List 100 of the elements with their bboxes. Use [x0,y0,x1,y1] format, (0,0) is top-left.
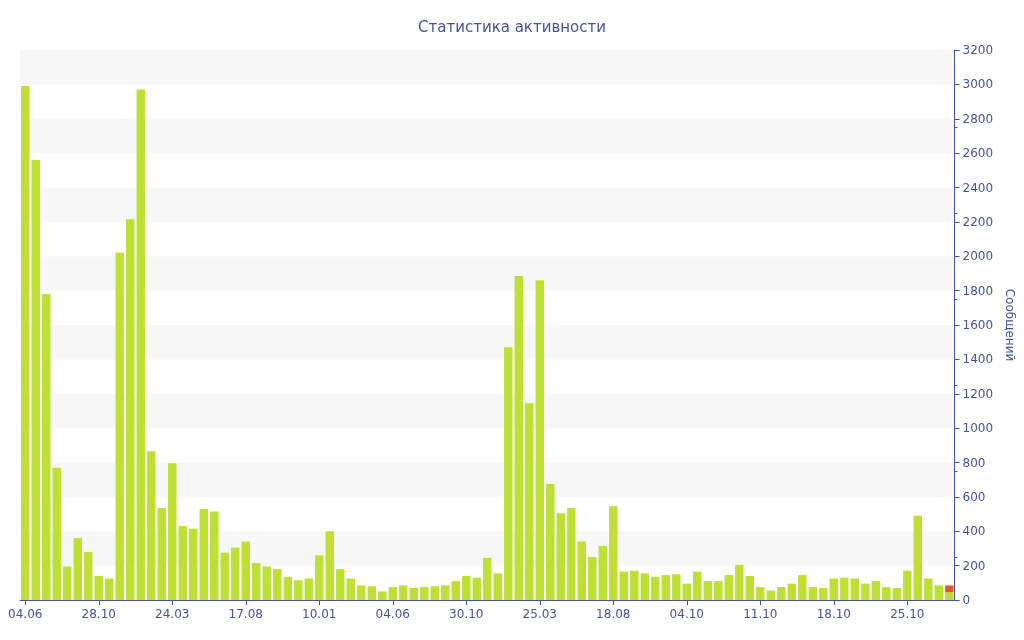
bar [577,541,586,600]
y-tick-label: 1000 [962,421,994,436]
y-tick-label: 2400 [962,180,994,195]
bar [787,583,796,600]
bar [157,508,166,600]
bar [514,276,523,600]
x-tick-label: 25.03 [522,607,557,621]
bar [231,547,240,600]
x-tick-label: 24.03 [155,607,190,621]
bar [819,587,828,600]
bar [546,483,555,600]
bar [283,576,292,600]
bar [556,513,565,600]
y-tick-label: 1400 [962,352,994,367]
bar [609,506,618,600]
bar [430,586,439,600]
bar [567,508,576,600]
bar [682,583,691,600]
bar [294,580,303,600]
bar [147,451,156,600]
bar [94,575,103,600]
bar [115,252,124,600]
x-tick-label: 10.01 [302,607,337,621]
bar [945,592,954,600]
bar [798,575,807,600]
x-tick-label: 04.06 [375,607,410,621]
bar [315,555,324,600]
y-tick-label: 3200 [962,43,994,57]
x-tick-label: 11.10 [743,607,778,621]
x-tick-label: 04.06 [8,607,43,621]
y-tick-label: 600 [962,489,986,504]
bar [766,590,775,600]
bar [829,578,838,600]
bar [42,294,51,600]
bar [199,508,208,600]
bar [640,573,649,600]
bar [745,575,754,600]
bar [21,86,30,600]
bar [724,575,733,600]
bar [672,574,681,600]
bar [619,571,628,600]
bar [178,526,187,600]
bar [808,587,817,600]
y-tick-label: 1600 [962,318,994,332]
bar [262,566,271,600]
bar [903,570,912,600]
bar [420,587,429,600]
bar [378,591,387,600]
bar [441,585,450,600]
y-tick-label: 3000 [962,77,994,92]
x-tick-label: 30.10 [449,607,484,621]
y-tick-label: 400 [962,524,986,539]
bar [220,552,229,600]
bar [409,587,418,600]
bar [693,571,702,600]
y-tick-label: 2000 [962,249,994,264]
bar [472,577,481,600]
bar [451,581,460,600]
bar [850,578,859,600]
y-axis-title: Сообщений [1003,288,1017,362]
bar [924,578,933,600]
y-tick-label: 1800 [962,283,994,298]
x-tick-label: 18.08 [596,607,631,621]
y-tick-label: 200 [962,558,986,573]
bar [31,160,40,600]
bar [73,538,82,600]
bar [493,573,502,600]
bar [882,587,891,600]
bar [336,569,345,600]
bar [483,557,492,600]
bar [630,570,639,600]
bar [934,585,944,600]
bar [756,587,765,600]
bar [367,586,376,600]
x-tick-label: 18.10 [816,607,851,621]
bar [52,467,61,600]
bar [189,528,198,600]
bar [84,551,93,600]
bar [535,280,544,600]
bar [703,581,712,600]
bar [136,89,145,600]
y-tick-label: 2200 [962,214,994,229]
bar [357,585,366,600]
bar [105,578,114,600]
bar [861,583,870,600]
chart-title: Статистика активности [418,17,606,36]
bar [661,575,670,600]
x-tick-label: 28.10 [81,607,116,621]
bar [892,587,902,600]
bar [241,541,250,600]
bar [714,581,723,600]
bar [945,585,954,593]
bar [325,531,334,600]
bar [504,347,513,600]
bar [871,581,881,600]
x-tick-label: 25.10 [890,607,925,621]
bar [346,578,355,600]
bar [273,569,282,600]
bar [598,545,607,600]
bar [399,585,408,600]
